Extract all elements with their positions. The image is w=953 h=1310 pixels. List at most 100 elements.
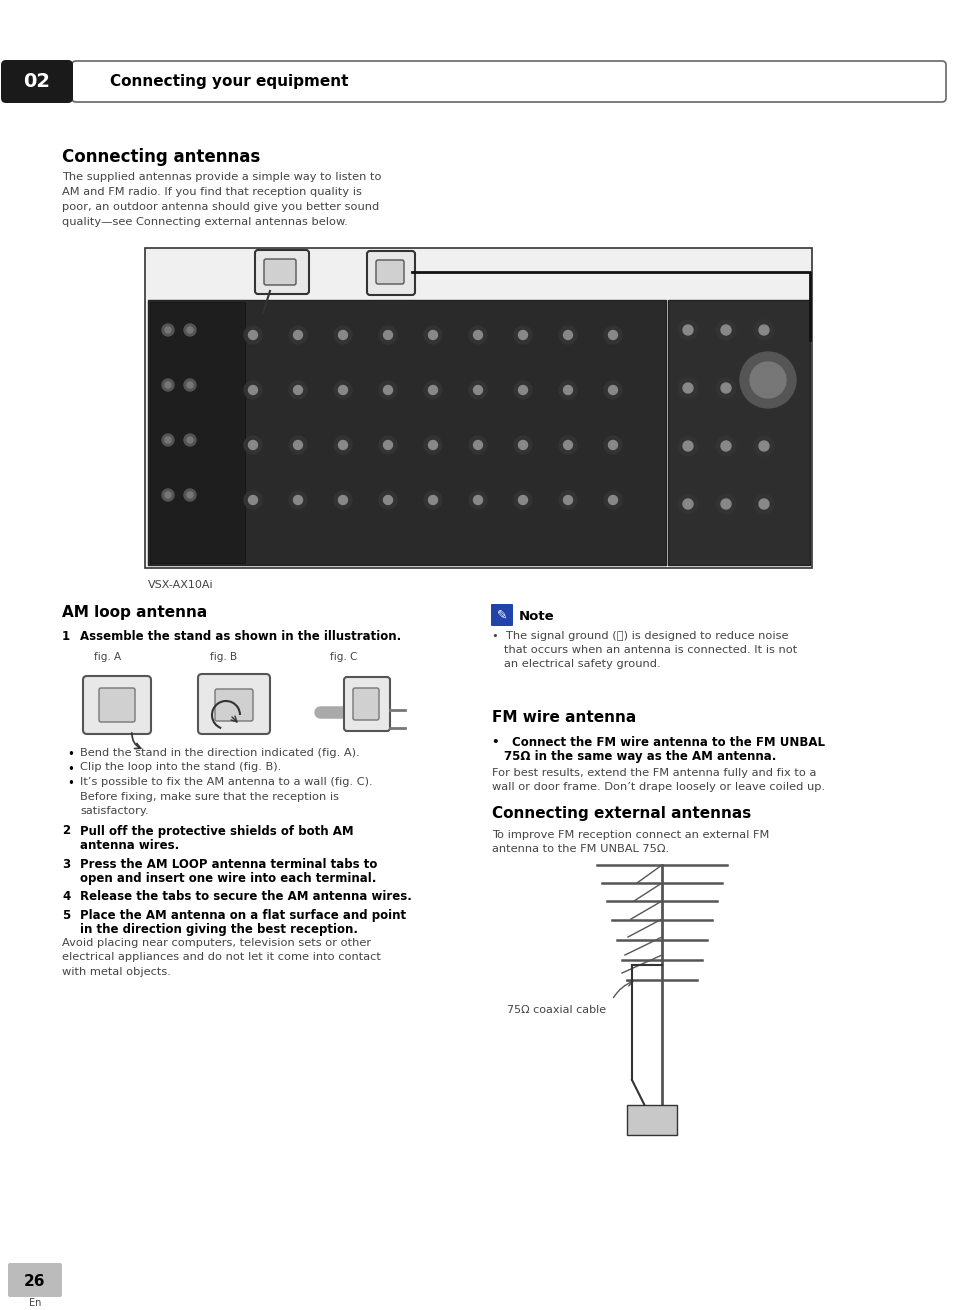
Text: Press the AM LOOP antenna terminal tabs to: Press the AM LOOP antenna terminal tabs …	[80, 858, 377, 871]
Circle shape	[187, 328, 193, 333]
Text: wall or door frame. Don’t drape loosely or leave coiled up.: wall or door frame. Don’t drape loosely …	[492, 782, 824, 793]
Circle shape	[682, 499, 692, 510]
Text: To improve FM reception connect an external FM: To improve FM reception connect an exter…	[492, 831, 768, 840]
Text: with metal objects.: with metal objects.	[62, 967, 171, 977]
Text: an electrical safety ground.: an electrical safety ground.	[503, 659, 659, 669]
Circle shape	[720, 499, 730, 510]
Text: Release the tabs to secure the AM antenna wires.: Release the tabs to secure the AM antenn…	[80, 891, 412, 904]
FancyBboxPatch shape	[375, 259, 403, 284]
Text: 3: 3	[62, 858, 71, 871]
Circle shape	[473, 495, 482, 504]
Circle shape	[749, 362, 785, 398]
Circle shape	[423, 491, 441, 510]
Circle shape	[187, 438, 193, 443]
Circle shape	[294, 385, 302, 394]
Circle shape	[428, 385, 437, 394]
Circle shape	[608, 385, 617, 394]
Circle shape	[378, 436, 396, 455]
Circle shape	[334, 436, 352, 455]
Circle shape	[753, 379, 773, 398]
Text: •  The signal ground (⎅) is designed to reduce noise: • The signal ground (⎅) is designed to r…	[492, 631, 788, 641]
Circle shape	[338, 495, 347, 504]
Text: Connecting external antennas: Connecting external antennas	[492, 806, 750, 821]
FancyBboxPatch shape	[99, 688, 135, 722]
Text: electrical appliances and do not let it come into contact: electrical appliances and do not let it …	[62, 952, 380, 963]
FancyBboxPatch shape	[1, 60, 73, 103]
Circle shape	[518, 385, 527, 394]
Circle shape	[184, 324, 195, 335]
Circle shape	[558, 436, 577, 455]
Circle shape	[678, 320, 698, 341]
Circle shape	[473, 330, 482, 339]
Text: En: En	[29, 1298, 41, 1307]
Circle shape	[682, 325, 692, 335]
FancyBboxPatch shape	[491, 604, 513, 626]
Circle shape	[603, 381, 621, 400]
Circle shape	[603, 491, 621, 510]
Bar	[626, 1106, 677, 1134]
Circle shape	[378, 326, 396, 345]
Circle shape	[716, 436, 735, 456]
Circle shape	[469, 326, 486, 345]
Circle shape	[184, 489, 195, 500]
Text: For best results, extend the FM antenna fully and fix to a: For best results, extend the FM antenna …	[492, 768, 816, 778]
Circle shape	[165, 383, 171, 388]
Text: that occurs when an antenna is connected. It is not: that occurs when an antenna is connected…	[503, 645, 797, 655]
Circle shape	[165, 328, 171, 333]
Circle shape	[753, 494, 773, 514]
Circle shape	[338, 440, 347, 449]
Circle shape	[759, 383, 768, 393]
Circle shape	[428, 495, 437, 504]
Circle shape	[678, 494, 698, 514]
Circle shape	[563, 385, 572, 394]
Circle shape	[294, 440, 302, 449]
Text: Before fixing, make sure that the reception is: Before fixing, make sure that the recept…	[80, 791, 338, 802]
Circle shape	[248, 495, 257, 504]
Circle shape	[608, 495, 617, 504]
Text: AM loop antenna: AM loop antenna	[62, 605, 207, 620]
Text: 75Ω in the same way as the AM antenna.: 75Ω in the same way as the AM antenna.	[503, 751, 776, 762]
Text: Place the AM antenna on a flat surface and point: Place the AM antenna on a flat surface a…	[80, 909, 406, 922]
Circle shape	[759, 499, 768, 510]
Circle shape	[753, 436, 773, 456]
Text: open and insert one wire into each terminal.: open and insert one wire into each termi…	[80, 872, 376, 886]
Text: Avoid placing near computers, television sets or other: Avoid placing near computers, television…	[62, 938, 371, 948]
Circle shape	[740, 352, 795, 407]
Circle shape	[162, 434, 173, 445]
Circle shape	[248, 385, 257, 394]
Circle shape	[563, 330, 572, 339]
Circle shape	[608, 330, 617, 339]
Circle shape	[244, 326, 262, 345]
Circle shape	[187, 493, 193, 498]
Circle shape	[603, 326, 621, 345]
Bar	[667, 300, 809, 565]
Circle shape	[678, 436, 698, 456]
Circle shape	[608, 440, 617, 449]
FancyBboxPatch shape	[83, 676, 151, 734]
Circle shape	[558, 381, 577, 400]
Text: VSX-AX10Ai: VSX-AX10Ai	[148, 580, 213, 590]
Circle shape	[289, 491, 307, 510]
Circle shape	[514, 491, 532, 510]
Circle shape	[184, 379, 195, 390]
Text: •: •	[67, 777, 73, 790]
FancyBboxPatch shape	[198, 675, 270, 734]
Text: satisfactory.: satisfactory.	[80, 806, 149, 816]
Text: •: •	[67, 762, 73, 776]
Circle shape	[473, 440, 482, 449]
Circle shape	[473, 385, 482, 394]
Text: •: •	[67, 748, 73, 761]
Circle shape	[720, 441, 730, 451]
FancyBboxPatch shape	[353, 688, 378, 720]
Circle shape	[514, 436, 532, 455]
Circle shape	[294, 495, 302, 504]
Text: Connecting your equipment: Connecting your equipment	[110, 73, 348, 89]
Circle shape	[558, 491, 577, 510]
Circle shape	[248, 330, 257, 339]
Circle shape	[289, 436, 307, 455]
Circle shape	[753, 320, 773, 341]
Circle shape	[165, 438, 171, 443]
Circle shape	[244, 436, 262, 455]
Text: It’s possible to fix the AM antenna to a wall (fig. C).: It’s possible to fix the AM antenna to a…	[80, 777, 373, 787]
Text: 26: 26	[24, 1273, 46, 1289]
